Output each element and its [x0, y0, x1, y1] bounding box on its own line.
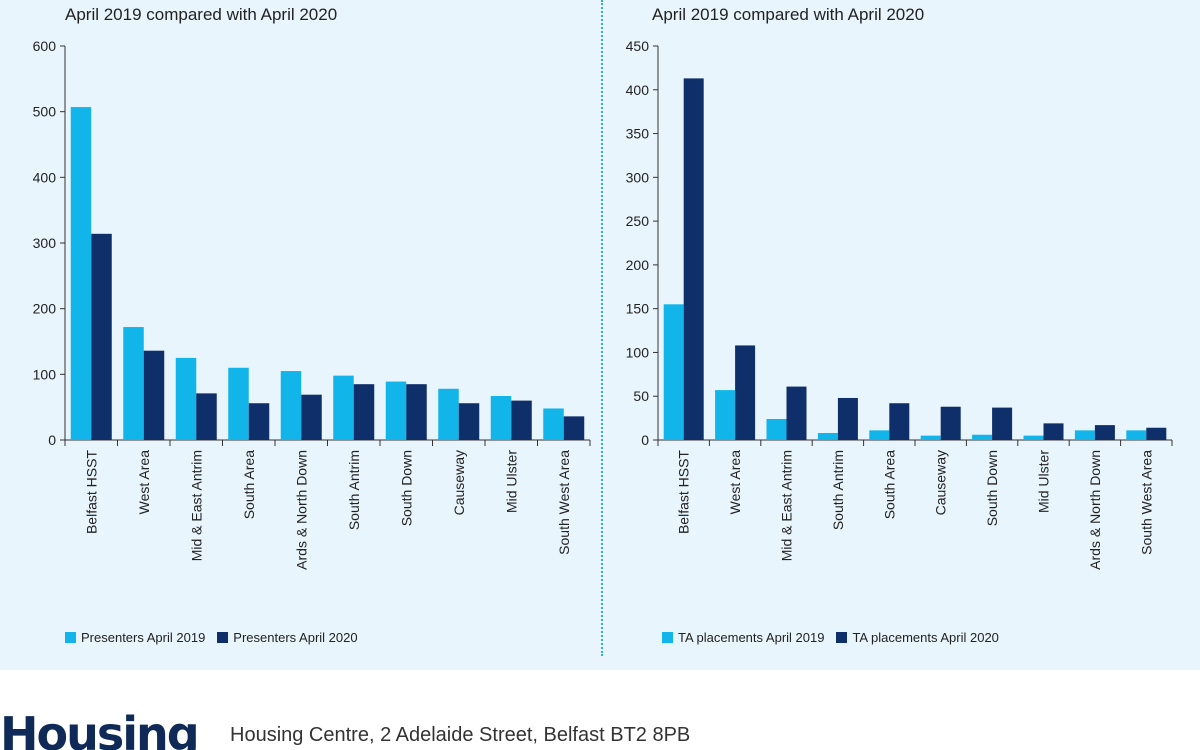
bar — [70, 107, 92, 440]
x-tick-label: South West Area — [556, 450, 572, 555]
bar — [301, 394, 322, 440]
y-tick-label: 100 — [33, 366, 57, 382]
y-tick-label: 400 — [33, 169, 57, 185]
legend-label-ta-2019: TA placements April 2019 — [678, 630, 825, 645]
legend-swatch-2019 — [65, 632, 76, 643]
bar — [992, 407, 1013, 440]
y-tick-label: 350 — [626, 126, 650, 142]
y-tick-label: 0 — [641, 432, 649, 448]
bar — [353, 384, 375, 440]
bar — [543, 408, 564, 440]
y-tick-label: 50 — [633, 388, 649, 404]
x-tick-label: Mid & East Antrim — [188, 450, 204, 561]
bar — [1043, 423, 1064, 440]
bar — [333, 375, 354, 440]
legend-swatch-2020 — [217, 632, 229, 643]
bar — [837, 397, 858, 440]
bar — [766, 418, 787, 440]
bar — [735, 345, 756, 440]
y-tick-label: 450 — [626, 38, 650, 54]
y-tick-label: 200 — [33, 301, 57, 317]
bar — [920, 435, 941, 440]
bar — [663, 304, 684, 440]
bar — [228, 367, 249, 440]
bar — [786, 386, 807, 440]
footer-address: Housing Centre, 2 Adelaide Street, Belfa… — [230, 724, 691, 746]
x-tick-label: South Down — [398, 450, 414, 526]
bar — [91, 233, 112, 440]
x-tick-label: Ards & North Down — [1087, 450, 1103, 570]
x-tick-label: Mid & East Antrim — [779, 450, 795, 561]
y-tick-label: 400 — [626, 82, 650, 98]
bar — [511, 400, 532, 440]
bar — [940, 406, 961, 440]
bar — [715, 390, 736, 440]
x-tick-label: South Down — [984, 450, 1000, 526]
bar — [143, 350, 165, 440]
y-tick-label: 100 — [626, 344, 650, 360]
legend-item-ta-2020: TA placements April 2020 — [836, 630, 999, 645]
x-tick-label: West Area — [136, 450, 152, 515]
left-legend: Presenters April 2019 Presenters April 2… — [65, 630, 370, 645]
y-tick-label: 500 — [33, 104, 57, 120]
bar — [1094, 425, 1115, 440]
y-tick-label: 300 — [33, 235, 57, 251]
bar — [563, 416, 585, 440]
bar — [889, 403, 910, 440]
chart-divider — [601, 0, 603, 656]
x-tick-label: South Antrim — [346, 450, 362, 530]
legend-item-ta-2019: TA placements April 2019 — [662, 630, 824, 645]
y-tick-label: 250 — [626, 213, 650, 229]
y-tick-label: 300 — [626, 169, 650, 185]
x-tick-label: Belfast HSST — [676, 450, 692, 534]
bar — [280, 371, 302, 440]
bar — [385, 381, 407, 440]
bar — [817, 432, 838, 440]
legend-label-ta-2020: TA placements April 2020 — [852, 630, 999, 645]
x-tick-label: Causeway — [933, 450, 949, 515]
bar — [490, 396, 512, 440]
bar — [406, 384, 427, 440]
bar — [248, 403, 270, 440]
bar — [458, 403, 480, 440]
bar — [683, 78, 704, 440]
housing-logo: Housing — [0, 707, 198, 750]
y-tick-label: 600 — [33, 38, 57, 54]
bar — [123, 327, 144, 440]
x-tick-label: Ards & North Down — [293, 450, 309, 570]
bar — [196, 393, 217, 440]
bar — [1023, 435, 1044, 440]
x-tick-label: West Area — [727, 450, 743, 515]
legend-swatch-2019 — [662, 632, 673, 643]
x-tick-label: Mid Ulster — [1036, 450, 1052, 513]
x-tick-label: Belfast HSST — [83, 450, 99, 534]
legend-label-presenters-2020: Presenters April 2020 — [233, 630, 358, 645]
right-chart-title: April 2019 compared with April 2020 — [652, 5, 925, 24]
bar — [869, 430, 890, 440]
y-tick-label: 0 — [48, 432, 56, 448]
left-chart-title: April 2019 compared with April 2020 — [65, 5, 338, 24]
legend-swatch-2020 — [836, 632, 848, 643]
y-tick-label: 200 — [626, 257, 650, 273]
legend-item-presenters-2019: Presenters April 2019 — [65, 630, 205, 645]
x-tick-label: South Area — [241, 450, 257, 519]
bar — [1146, 427, 1167, 440]
legend-item-presenters-2020: Presenters April 2020 — [217, 630, 358, 645]
x-tick-label: South Area — [881, 450, 897, 519]
bar — [175, 357, 197, 440]
bar — [438, 388, 459, 440]
bar — [1126, 430, 1147, 440]
y-tick-label: 150 — [626, 301, 650, 317]
x-tick-label: Mid Ulster — [503, 450, 519, 513]
bar — [972, 434, 993, 440]
x-tick-label: Causeway — [451, 450, 467, 515]
x-tick-label: South West Area — [1138, 450, 1154, 555]
x-tick-label: South Antrim — [830, 450, 846, 530]
right-legend: TA placements April 2019 TA placements A… — [662, 630, 1011, 645]
legend-label-presenters-2019: Presenters April 2019 — [81, 630, 206, 645]
chart-panel — [0, 0, 1200, 670]
bar — [1074, 430, 1095, 440]
